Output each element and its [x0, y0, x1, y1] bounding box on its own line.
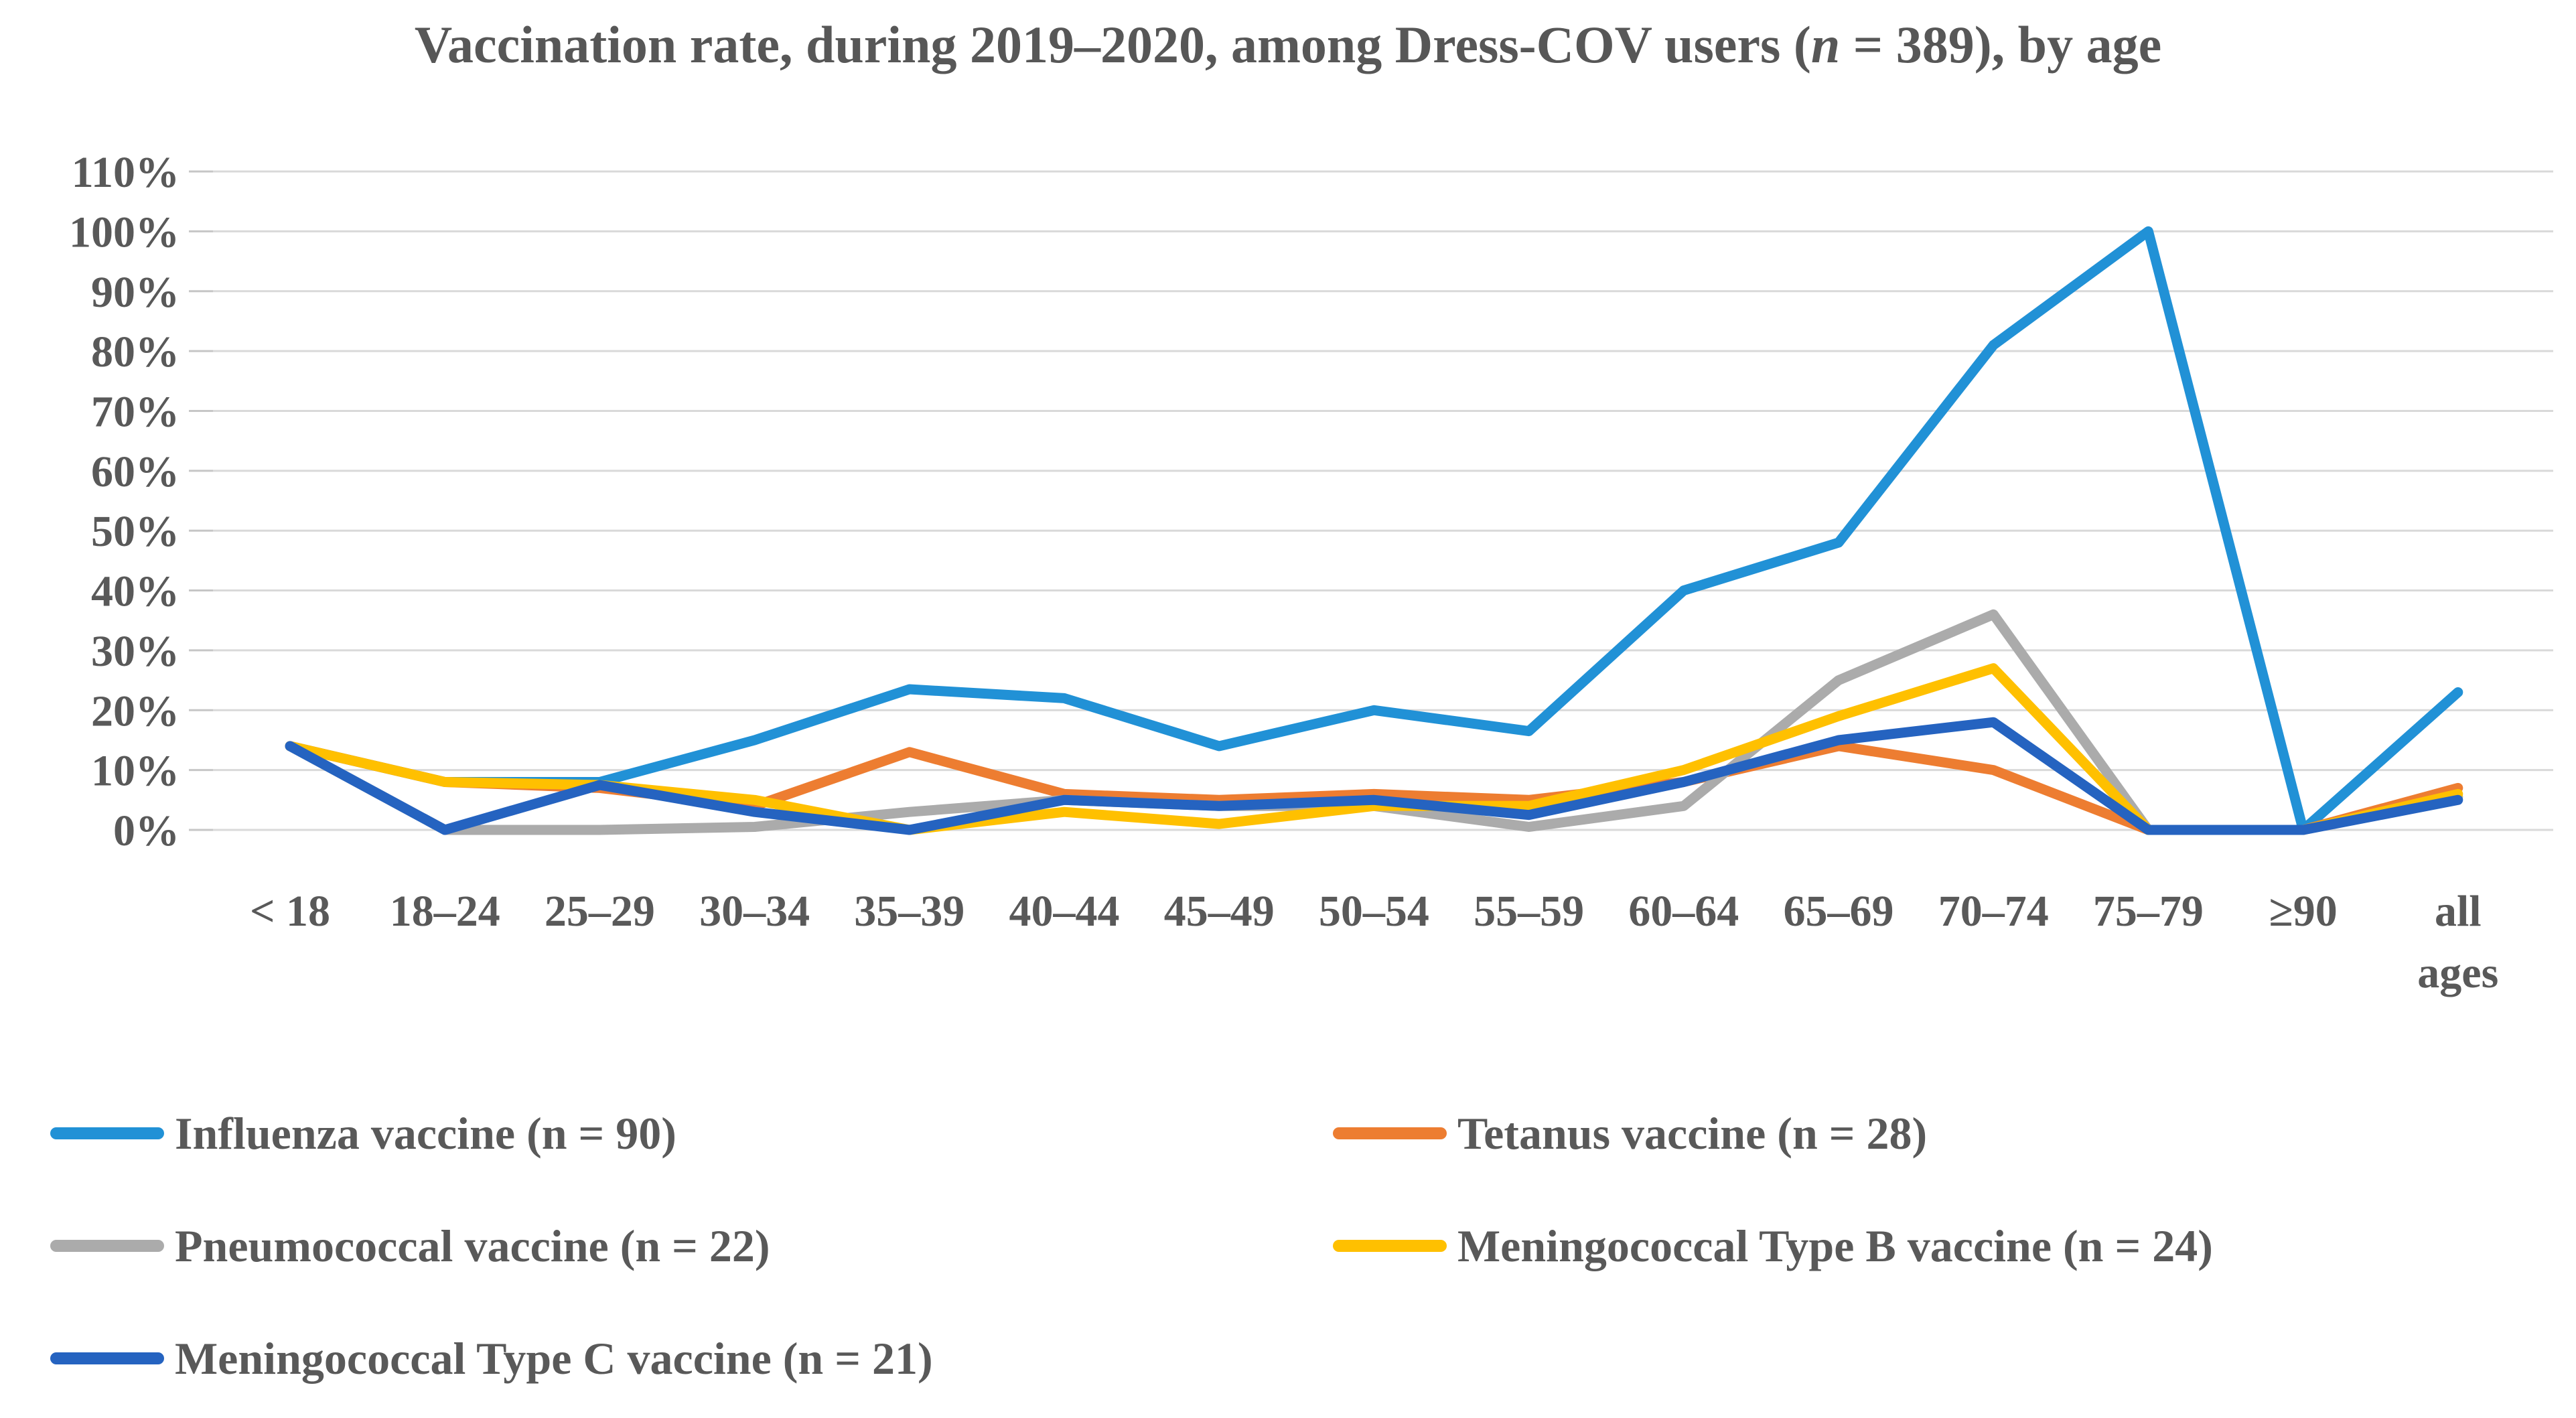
- x-tick-label-< 18: < 18: [250, 887, 330, 936]
- y-tick-label-20%: 20%: [91, 687, 180, 735]
- x-tick-label-50–54: 50–54: [1319, 887, 1429, 936]
- legend-label-tetanus: Tetanus vaccine (n = 28): [1457, 1108, 1928, 1159]
- legend-label-influenza: Influenza vaccine (n = 90): [175, 1108, 676, 1159]
- y-axis-labels: 0% 10% 20% 30% 40% 50% 60% 70% 80% 90% 100% 110%: [69, 148, 180, 855]
- y-tick-label-100%: 100%: [69, 208, 180, 257]
- series-line-4: [285, 717, 2463, 835]
- legend-item-tetanus: Tetanus vaccine (n = 28): [1333, 1107, 1927, 1160]
- x-tick-label-45–49: 45–49: [1164, 887, 1275, 936]
- x-tick-label-18–24: 18–24: [390, 887, 500, 936]
- legend-label-pneumococcal: Pneumococcal vaccine (n = 22): [175, 1220, 770, 1271]
- x-tick-label-30–34: 30–34: [699, 887, 810, 936]
- y-tick-label-40%: 40%: [91, 567, 180, 616]
- chart-title: Vaccination rate, during 2019–2020, amon…: [0, 15, 2576, 75]
- y-tick-label-80%: 80%: [91, 328, 180, 376]
- x-tick-label-65–69: 65–69: [1784, 887, 1894, 936]
- y-tick-label-60%: 60%: [91, 447, 180, 496]
- legend-item-influenza: Influenza vaccine (n = 90): [50, 1107, 676, 1160]
- pneumococcal-line-swatch-icon: [50, 1240, 164, 1252]
- x-axis-labels: < 18 18–24 25–29 30–34 35–39 40–44 45–49 50–54 5…: [250, 887, 2498, 997]
- legend-item-pneumococcal: Pneumococcal vaccine (n = 22): [50, 1219, 770, 1273]
- x-tick-label-75–79: 75–79: [2093, 887, 2204, 936]
- x-tick-label-all-ages: all ages: [2417, 887, 2498, 997]
- chart-title-n-italic: n: [1810, 15, 1841, 74]
- meningococcal-b-line-swatch-icon: [1333, 1240, 1447, 1252]
- chart-title-suffix: = 389), by age: [1840, 15, 2162, 74]
- tetanus-line-swatch-icon: [1333, 1127, 1447, 1139]
- series-line-0: [285, 226, 2463, 835]
- x-tick-label-35–39: 35–39: [854, 887, 964, 936]
- y-tick-label-30%: 30%: [91, 627, 180, 676]
- x-tick-label-55–59: 55–59: [1474, 887, 1584, 936]
- legend-label-meningococcal-b: Meningococcal Type B vaccine (n = 24): [1457, 1220, 2213, 1271]
- x-tick-label-≥90: ≥90: [2269, 887, 2337, 936]
- y-tick-label-90%: 90%: [91, 268, 180, 317]
- y-tick-label-50%: 50%: [91, 507, 180, 556]
- y-tick-label-70%: 70%: [91, 387, 180, 436]
- chart-title-prefix: Vaccination rate, during 2019–2020, amon…: [414, 15, 1811, 74]
- x-tick-label-40–44: 40–44: [1009, 887, 1120, 936]
- legend-label-meningococcal-c: Meningococcal Type C vaccine (n = 21): [175, 1333, 933, 1384]
- y-gridlines: [213, 170, 2553, 831]
- y-tick-label-10%: 10%: [91, 747, 180, 796]
- x-tick-label-60–64: 60–64: [1628, 887, 1739, 936]
- x-tick-label-25–29: 25–29: [545, 887, 655, 936]
- y-tick-label-110%: 110%: [72, 148, 180, 197]
- y-axis-ticks: [189, 170, 213, 831]
- legend-item-meningococcal-c: Meningococcal Type C vaccine (n = 21): [50, 1332, 933, 1385]
- legend-item-meningococcal-b: Meningococcal Type B vaccine (n = 24): [1333, 1219, 2213, 1273]
- x-tick-label-70–74: 70–74: [1938, 887, 2049, 936]
- meningococcal-c-line-swatch-icon: [50, 1352, 164, 1364]
- y-tick-label-0%: 0%: [113, 806, 180, 855]
- influenza-line-swatch-icon: [50, 1127, 164, 1139]
